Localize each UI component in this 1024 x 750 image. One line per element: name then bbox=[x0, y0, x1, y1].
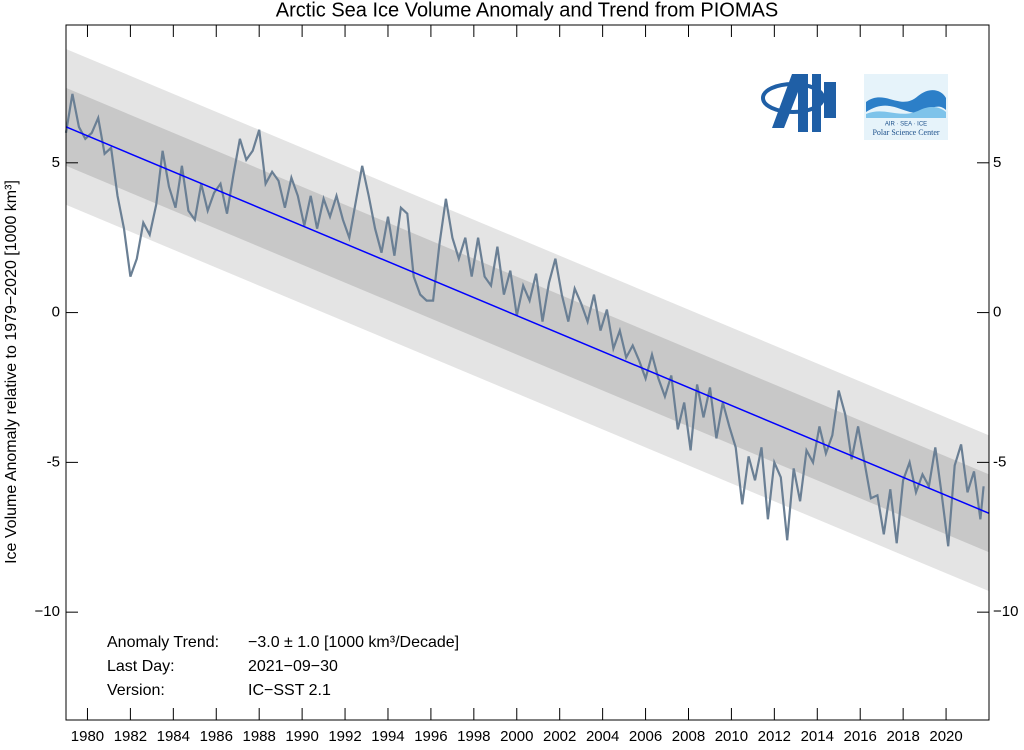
annotation-text: IC−SST 2.1 bbox=[248, 682, 331, 699]
y-tick-label: -5 bbox=[993, 453, 1006, 470]
x-tick-label: 2020 bbox=[929, 728, 962, 745]
plot-frame bbox=[65, 24, 990, 721]
logo-text: AIR · SEA · ICE bbox=[885, 122, 927, 128]
x-tick-label: 2014 bbox=[801, 728, 834, 745]
annotation-text: 2021−09−30 bbox=[248, 658, 338, 675]
logo-text: Polar Science Center bbox=[872, 128, 939, 137]
x-tick-label: 1984 bbox=[157, 728, 190, 745]
annotation-label: Anomaly Trend: bbox=[107, 634, 219, 651]
annotation-text: −3.0 ± 1.0 [1000 km³/Decade] bbox=[248, 634, 459, 651]
x-tick-label: 1986 bbox=[200, 728, 233, 745]
x-tick-label: 1990 bbox=[285, 728, 318, 745]
x-tick-label: 1996 bbox=[414, 728, 447, 745]
x-tick-label: 2006 bbox=[629, 728, 662, 745]
y-tick-label: −10 bbox=[993, 603, 1018, 620]
x-tick-label: 1992 bbox=[328, 728, 361, 745]
x-tick-label: 1994 bbox=[371, 728, 404, 745]
x-tick-label: 1980 bbox=[71, 728, 104, 745]
x-tick-label: 2016 bbox=[844, 728, 877, 745]
anomaly-line bbox=[64, 93, 985, 547]
x-tick-label: 2000 bbox=[500, 728, 533, 745]
x-tick-label: 2008 bbox=[672, 728, 705, 745]
chart-title: Arctic Sea Ice Volume Anomaly and Trend … bbox=[276, 0, 778, 21]
y-tick-label: 5 bbox=[52, 154, 60, 171]
y-tick-label: 0 bbox=[52, 304, 60, 321]
x-tick-label: 2018 bbox=[886, 728, 919, 745]
x-tick-label: 1988 bbox=[242, 728, 275, 745]
x-tick-label: 1982 bbox=[114, 728, 147, 745]
x-tick-label: 2004 bbox=[586, 728, 619, 745]
y-tick-label: −10 bbox=[35, 603, 60, 620]
annotation-label: Last Day: bbox=[107, 658, 175, 675]
annotation-label: Version: bbox=[107, 682, 165, 699]
y-axis-label: Ice Volume Anomaly relative to 1979−2020… bbox=[3, 180, 20, 564]
x-tick-label: 2002 bbox=[543, 728, 576, 745]
y-tick-label: 0 bbox=[993, 304, 1001, 321]
y-tick-label: 5 bbox=[993, 154, 1001, 171]
x-tick-label: 2012 bbox=[758, 728, 791, 745]
x-tick-label: 1998 bbox=[457, 728, 490, 745]
x-tick-label: 2010 bbox=[715, 728, 748, 745]
psc-logo bbox=[864, 74, 948, 140]
y-tick-label: -5 bbox=[47, 453, 60, 470]
apl-logo bbox=[761, 74, 836, 132]
trend-line bbox=[65, 126, 990, 514]
